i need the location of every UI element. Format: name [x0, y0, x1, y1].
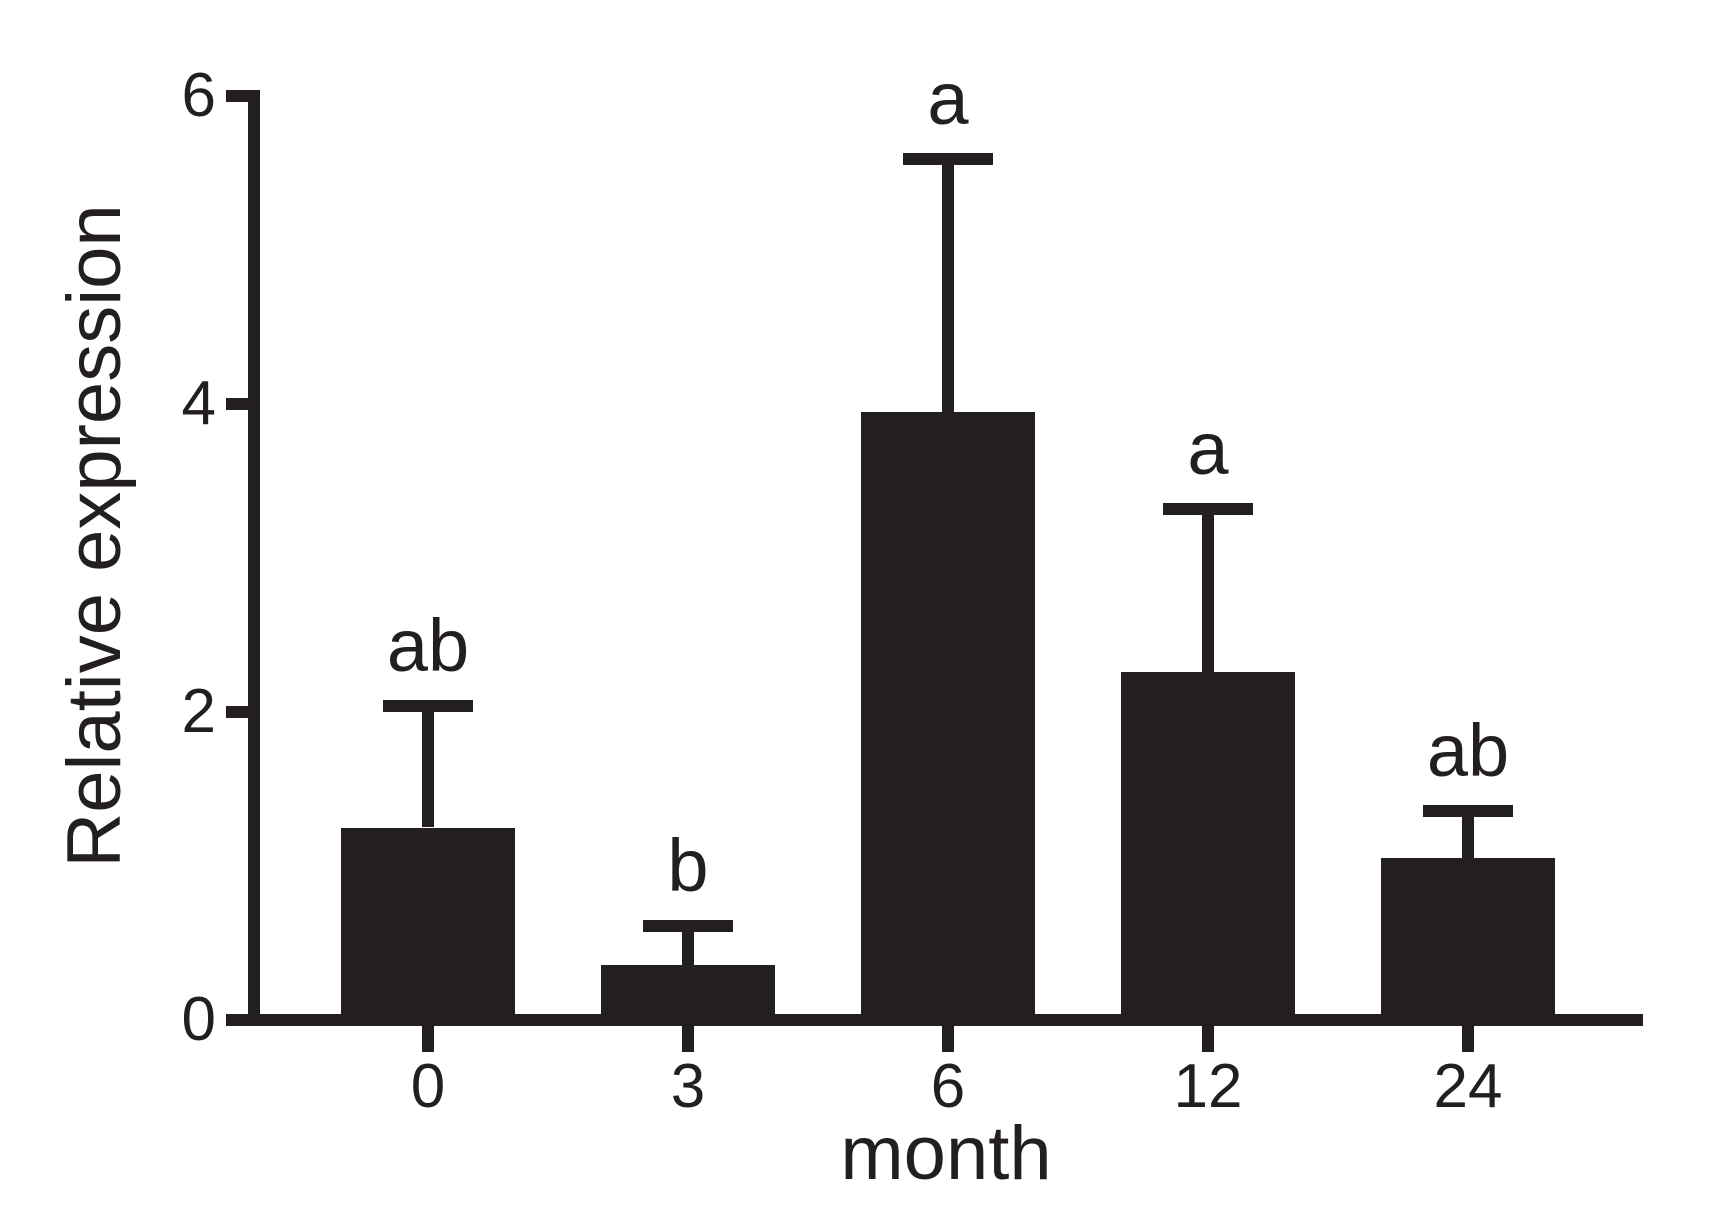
- error-bar-stem: [942, 153, 954, 412]
- bar: [601, 964, 775, 1026]
- error-bar-cap: [383, 699, 473, 712]
- y-tick-label: 2: [181, 677, 216, 746]
- error-bar-stem: [1462, 804, 1474, 859]
- error-bar-cap: [1163, 502, 1253, 515]
- y-axis-title: Relative expression: [52, 204, 137, 868]
- significance-label: a: [1187, 406, 1229, 490]
- y-tick: [226, 90, 248, 102]
- y-axis-line: [248, 90, 260, 1026]
- y-tick: [226, 706, 248, 718]
- x-tick: [1202, 1026, 1214, 1052]
- significance-label: a: [927, 57, 969, 141]
- error-bar-cap: [903, 153, 993, 166]
- y-tick-label: 0: [181, 985, 216, 1054]
- x-tick: [422, 1026, 434, 1052]
- x-tick-label: 3: [670, 1052, 706, 1121]
- y-tick-label: 6: [181, 61, 216, 130]
- significance-label: ab: [386, 603, 470, 687]
- x-tick-label: 6: [930, 1052, 966, 1121]
- x-tick-label: 12: [1173, 1052, 1243, 1121]
- bar: [861, 411, 1035, 1026]
- x-axis-title: month: [840, 1111, 1052, 1196]
- error-bar-cap: [1423, 804, 1513, 817]
- x-tick: [682, 1026, 694, 1052]
- error-bar-stem: [1202, 502, 1214, 672]
- x-tick-label: 0: [410, 1052, 446, 1121]
- significance-label: ab: [1426, 708, 1510, 792]
- error-bar-stem: [422, 699, 434, 828]
- bar: [1121, 671, 1295, 1026]
- x-tick: [942, 1026, 954, 1052]
- significance-label: b: [667, 824, 709, 908]
- y-tick: [226, 398, 248, 410]
- x-tick: [1462, 1026, 1474, 1052]
- x-tick-label: 24: [1433, 1052, 1503, 1121]
- bar: [341, 827, 515, 1026]
- y-tick-label: 4: [181, 369, 216, 438]
- error-bar-cap: [643, 920, 733, 933]
- bar: [1381, 858, 1555, 1026]
